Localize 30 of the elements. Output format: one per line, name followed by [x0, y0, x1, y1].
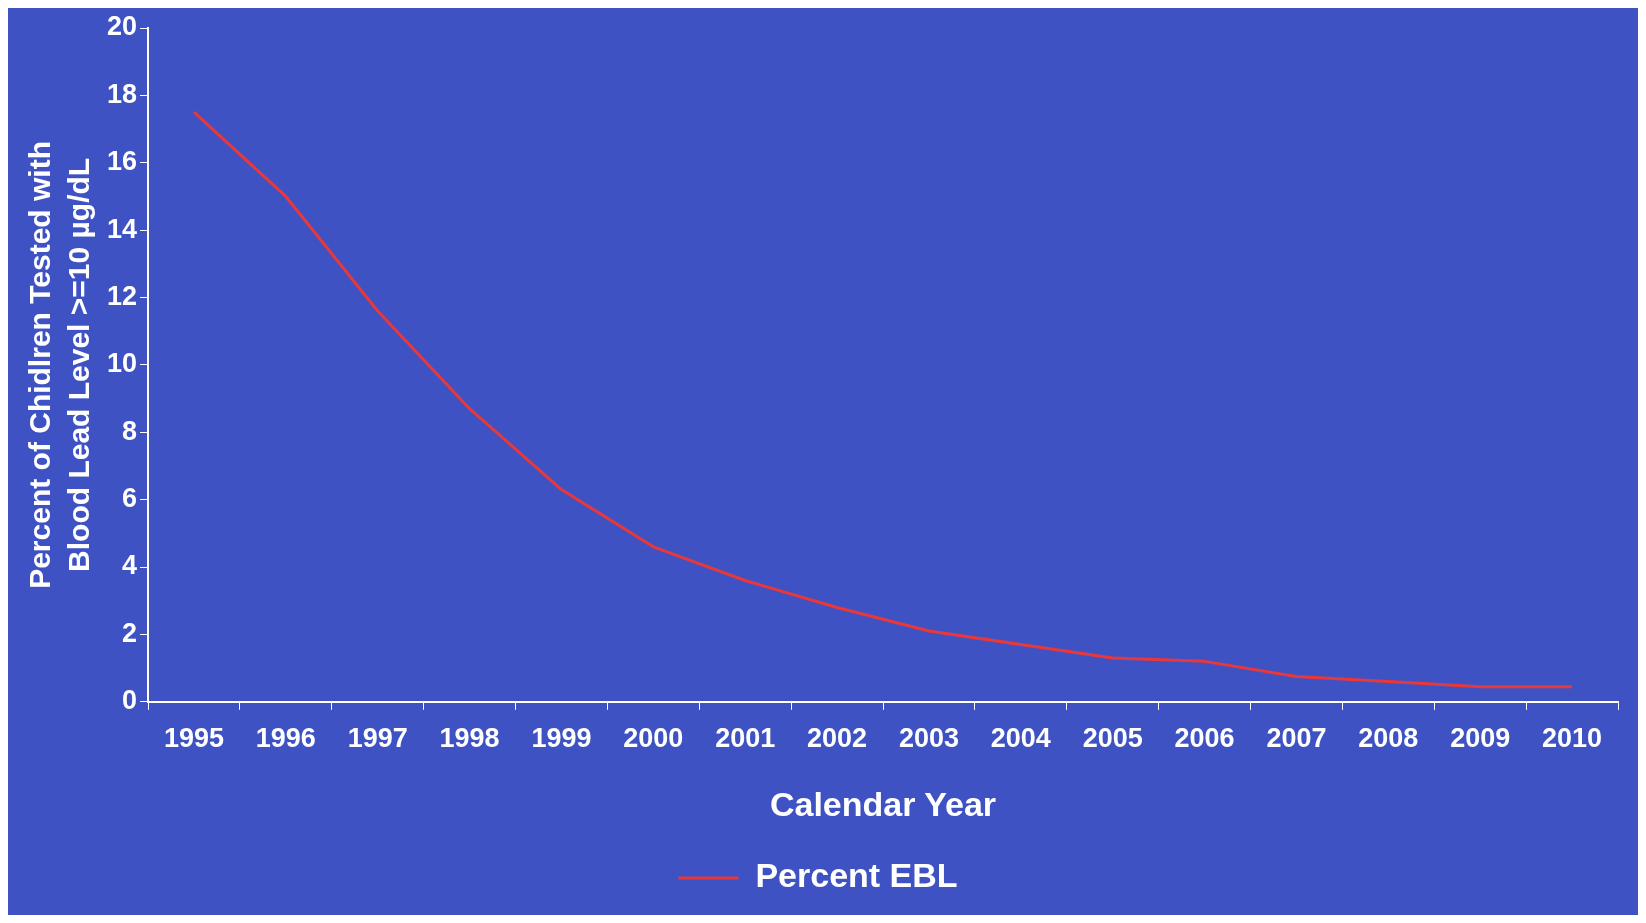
y-axis-title: Percent of Chidlren Tested with Blood Lead Level >=10 µg/dL	[22, 140, 95, 589]
y-tick-label: 12	[106, 280, 138, 311]
x-tick-label: 1999	[531, 723, 592, 754]
y-tick-label: 6	[122, 483, 138, 514]
legend-label: Percent EBL	[755, 856, 958, 895]
x-axis-title: Calendar Year	[769, 784, 997, 823]
x-tick-label: 2000	[623, 723, 684, 754]
x-tick-label: 2005	[1082, 723, 1143, 754]
x-tick-label: 2001	[715, 723, 776, 754]
x-tick-label: 2007	[1266, 723, 1327, 754]
y-tick-label: 0	[122, 685, 138, 716]
x-tick-label: 2003	[898, 723, 959, 754]
x-tick-label: 2009	[1450, 723, 1511, 754]
x-tick-label: 1998	[439, 723, 500, 754]
x-tick-label: 1995	[163, 723, 225, 754]
x-tick-label: 2006	[1174, 723, 1235, 754]
y-tick-label: 20	[106, 11, 138, 42]
x-tick-label: 2010	[1542, 723, 1603, 754]
x-tick-label: 1997	[347, 723, 408, 754]
y-tick-label: 16	[106, 146, 138, 177]
y-tick-label: 10	[106, 348, 138, 379]
y-tick-label: 2	[122, 617, 138, 648]
y-tick-label: 14	[106, 213, 138, 244]
x-tick-label: 2008	[1358, 723, 1419, 754]
y-tick-label: 4	[122, 550, 138, 581]
y-tick-label: 8	[122, 415, 138, 446]
x-tick-label: 2004	[990, 723, 1051, 754]
x-tick-label: 1996	[255, 723, 316, 754]
y-tick-label: 18	[106, 78, 138, 109]
x-tick-label: 2002	[807, 723, 868, 754]
